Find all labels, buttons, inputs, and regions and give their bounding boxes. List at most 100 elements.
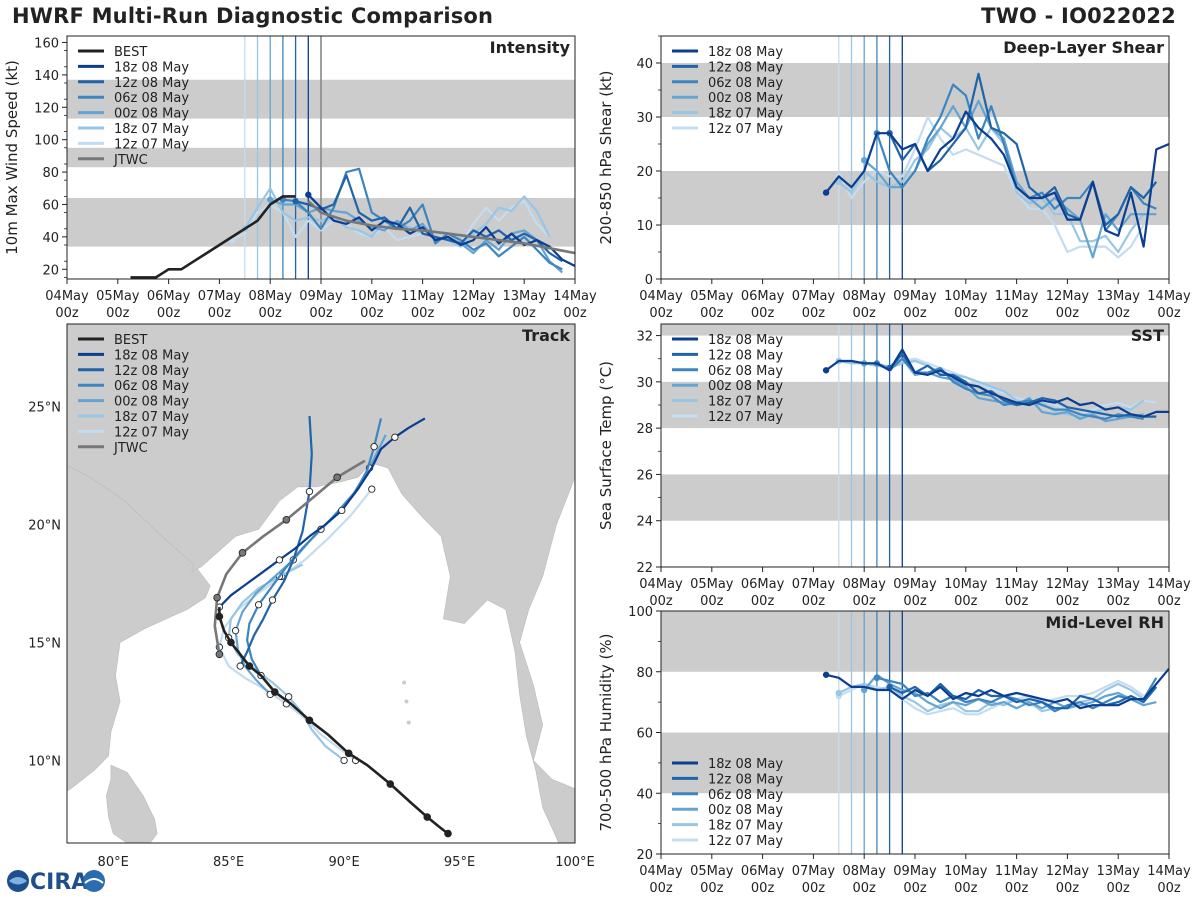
intensity-xtick-hour-3: 00z bbox=[208, 306, 232, 321]
shear-xtick-date-6: 10May bbox=[944, 289, 988, 304]
intensity-start-point-18z-08-may bbox=[305, 191, 312, 198]
shear-xtick-hour-4: 00z bbox=[853, 306, 877, 321]
track-frame bbox=[66, 323, 576, 844]
track-series-12z-08-may bbox=[239, 415, 313, 667]
rh-xtick-hour-6: 00z bbox=[954, 881, 978, 896]
sst-legend-label-06z-08-may: 06z 08 May bbox=[708, 364, 783, 379]
intensity-xtick-date-9: 13May bbox=[502, 289, 546, 304]
sst-xtick-date-10: 14May bbox=[1147, 577, 1191, 592]
intensity-xtick-date-0: 04May bbox=[45, 289, 89, 304]
intensity-xtick-date-10: 14May bbox=[553, 289, 597, 304]
track-point-best bbox=[344, 749, 353, 758]
track-map-area bbox=[67, 324, 575, 843]
track-point-best bbox=[386, 780, 395, 788]
rh-series-18z-08-may bbox=[825, 667, 1169, 710]
track-legend-label-jtwc: JTWC bbox=[113, 441, 148, 456]
track-point-best bbox=[245, 662, 254, 670]
shear-xtick-date-3: 07May bbox=[792, 289, 836, 304]
sst-xtick-hour-7: 00z bbox=[1005, 594, 1029, 609]
rh-xtick-hour-5: 00z bbox=[903, 881, 927, 896]
cira-logo: CIRA bbox=[7, 870, 105, 895]
track-point-12z-08-may bbox=[236, 662, 244, 670]
intensity-xtick-date-5: 09May bbox=[299, 289, 343, 304]
bangladesh-myanmar-land bbox=[67, 324, 575, 843]
intensity-plot-area bbox=[67, 36, 575, 279]
rh-start-point-12z-08-may bbox=[886, 683, 893, 691]
sst-xtick-date-3: 07May bbox=[792, 577, 836, 592]
track-point-18z-08-may bbox=[391, 433, 399, 441]
rh-xtick-hour-8: 00z bbox=[1056, 881, 1080, 896]
rh-xtick-date-6: 10May bbox=[944, 864, 988, 879]
rh-xtick-date-3: 07May bbox=[792, 864, 836, 879]
rh-band-0 bbox=[661, 732, 1169, 794]
track-point-best bbox=[215, 612, 224, 621]
intensity-xtick-date-1: 05May bbox=[96, 289, 140, 304]
track-point-06z-08-may bbox=[370, 443, 378, 451]
sri-lanka-land bbox=[105, 764, 158, 843]
shear-legend-label-06z-08-may: 06z 08 May bbox=[708, 76, 783, 91]
sst-ytick-label-24: 24 bbox=[636, 515, 653, 530]
track-legend-label-12z-08-may: 12z 08 May bbox=[114, 364, 189, 379]
sst-start-point-18z-08-may bbox=[822, 367, 830, 374]
intensity-title: Intensity bbox=[490, 38, 571, 57]
shear-legend-label-00z-08-may: 00z 08 May bbox=[708, 91, 783, 106]
track-point-jtwc bbox=[333, 473, 341, 482]
shear-xtick-date-2: 06May bbox=[741, 289, 785, 304]
track-series-jtwc bbox=[213, 459, 366, 655]
intensity-legend-label-00z-08-may: 00z 08 May bbox=[114, 107, 189, 122]
intensity-xtick-hour-9: 00z bbox=[513, 306, 537, 321]
intensity-ytick-label-40: 40 bbox=[42, 231, 59, 246]
intensity-ytick-label-100: 100 bbox=[34, 134, 59, 149]
intensity-xtick-hour-0: 00z bbox=[55, 306, 79, 321]
shear-xtick-hour-0: 00z bbox=[649, 306, 673, 321]
shear-series-18z-08-may bbox=[825, 110, 1169, 248]
track-lat-label-10: 10°N bbox=[28, 754, 61, 769]
rh-start-point-18z-07-may bbox=[835, 689, 842, 697]
track-point-18z-07-may bbox=[340, 756, 348, 765]
rh-xtick-date-2: 06May bbox=[741, 864, 785, 879]
intensity-xtick-hour-10: 00z bbox=[563, 306, 587, 321]
track-legend-label-18z-08-may: 18z 08 May bbox=[114, 348, 189, 363]
sst-xtick-hour-9: 00z bbox=[1107, 594, 1131, 609]
rh-xtick-date-5: 09May bbox=[893, 864, 937, 879]
intensity-legend-label-18z-08-may: 18z 08 May bbox=[114, 60, 189, 75]
figure-title: HWRF Multi-Run Diagnostic Comparison bbox=[12, 4, 494, 28]
sst-legend-label-18z-07-may: 18z 07 May bbox=[708, 395, 783, 410]
track-panel: 80°E 85°E 90°E 95°E 100°E 10°N 15°N 20°N 25°N Tra… bbox=[28, 323, 595, 870]
sst-xtick-hour-10: 00z bbox=[1157, 594, 1181, 609]
rh-ytick-label-40: 40 bbox=[636, 787, 653, 802]
rh-xtick-date-7: 11May bbox=[995, 864, 1039, 879]
track-legend-label-00z-08-may: 00z 08 May bbox=[114, 395, 189, 410]
andaman-island-1 bbox=[406, 720, 411, 725]
sst-xtick-hour-0: 00z bbox=[649, 594, 673, 609]
shear-xtick-date-10: 14May bbox=[1147, 289, 1191, 304]
intensity-ytick-label-140: 140 bbox=[34, 69, 59, 84]
intensity-legend-label-06z-08-may: 06z 08 May bbox=[114, 91, 189, 106]
sst-xtick-date-2: 06May bbox=[741, 577, 785, 592]
shear-xtick-hour-9: 00z bbox=[1107, 306, 1131, 321]
rh-series-12z-08-may bbox=[889, 682, 1158, 710]
rh-xtick-hour-2: 00z bbox=[751, 881, 775, 896]
rh-legend-label-12z-08-may: 12z 08 May bbox=[708, 772, 783, 787]
track-lon-label-90: 90°E bbox=[328, 855, 359, 870]
shear-xtick-date-9: 13May bbox=[1096, 289, 1140, 304]
shear-xtick-hour-5: 00z bbox=[903, 306, 927, 321]
sst-xtick-date-7: 11May bbox=[995, 577, 1039, 592]
sst-panel: 22 24 26 28 30 32 04May 00z 05May 00z 06May 00z 07Ma… bbox=[597, 323, 1191, 609]
rh-title: Mid-Level RH bbox=[1045, 613, 1164, 632]
rh-xtick-date-0: 04May bbox=[639, 864, 683, 879]
intensity-series-12z-08-may bbox=[295, 174, 563, 263]
sst-xtick-hour-4: 00z bbox=[853, 594, 877, 609]
shear-xtick-hour-10: 00z bbox=[1157, 306, 1181, 321]
rh-ytick-label-60: 60 bbox=[636, 727, 653, 742]
intensity-xtick-date-4: 08May bbox=[248, 289, 292, 304]
intensity-ytick-label-20: 20 bbox=[42, 263, 59, 278]
track-lon-label-95: 95°E bbox=[444, 855, 475, 870]
track-lon-label-100: 100°E bbox=[555, 855, 595, 870]
sst-title: SST bbox=[1131, 326, 1164, 345]
sst-xtick-hour-3: 00z bbox=[802, 594, 826, 609]
